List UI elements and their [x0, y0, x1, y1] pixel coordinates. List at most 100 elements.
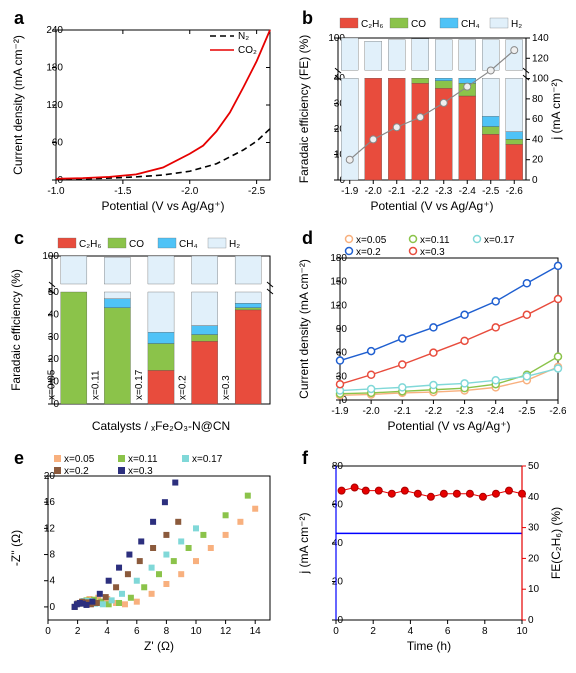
svg-text:60: 60 — [532, 114, 544, 125]
svg-text:60: 60 — [332, 500, 344, 511]
svg-text:40: 40 — [528, 492, 540, 503]
svg-text:30: 30 — [48, 332, 60, 343]
svg-text:CH₄: CH₄ — [179, 239, 198, 250]
svg-text:4: 4 — [104, 626, 110, 637]
svg-text:x=0.3: x=0.3 — [221, 375, 232, 400]
svg-text:CO₂: CO₂ — [238, 45, 257, 56]
svg-text:CO: CO — [129, 239, 144, 250]
svg-text:-2.3: -2.3 — [456, 406, 474, 417]
svg-text:j (mA cm⁻²): j (mA cm⁻²) — [549, 79, 563, 141]
svg-text:4: 4 — [408, 626, 414, 637]
svg-text:-1.9: -1.9 — [331, 406, 349, 417]
svg-text:CH₄: CH₄ — [461, 19, 480, 30]
panel-label-d: d — [302, 228, 313, 249]
svg-text:x=0.2: x=0.2 — [178, 375, 189, 400]
svg-text:30: 30 — [528, 523, 540, 534]
figure: a060120180240-1.0-1.5-2.0-2.5Potential (… — [0, 0, 576, 673]
svg-text:C₂H₆: C₂H₆ — [361, 19, 383, 30]
svg-text:240: 240 — [46, 25, 63, 36]
svg-text:16: 16 — [44, 497, 56, 508]
panel-f: f020406080010203040500246810Time (h)j (m… — [296, 448, 566, 654]
svg-text:100: 100 — [42, 251, 59, 262]
svg-text:CO: CO — [411, 19, 426, 30]
svg-text:-2.2: -2.2 — [412, 186, 430, 197]
svg-text:20: 20 — [528, 553, 540, 564]
svg-text:180: 180 — [330, 253, 347, 264]
svg-text:-2.2: -2.2 — [425, 406, 443, 417]
svg-text:20: 20 — [532, 155, 544, 166]
svg-text:100: 100 — [532, 74, 549, 85]
svg-text:0: 0 — [45, 626, 51, 637]
panel-label-e: e — [14, 448, 24, 469]
svg-text:x=0.11: x=0.11 — [128, 454, 158, 465]
panel-label-b: b — [302, 8, 313, 29]
svg-text:-2.5: -2.5 — [482, 186, 500, 197]
svg-text:0: 0 — [532, 175, 538, 186]
svg-text:8: 8 — [164, 626, 170, 637]
svg-text:Potential (V vs Ag/Ag⁺): Potential (V vs Ag/Ag⁺) — [101, 199, 224, 213]
svg-text:120: 120 — [330, 300, 347, 311]
svg-text:x=0.11: x=0.11 — [90, 370, 101, 400]
svg-text:FE(C₂H₆) (%): FE(C₂H₆) (%) — [549, 507, 563, 579]
svg-text:120: 120 — [532, 53, 549, 64]
svg-text:10: 10 — [528, 584, 540, 595]
svg-text:-2.5: -2.5 — [518, 406, 536, 417]
svg-text:40: 40 — [532, 134, 544, 145]
svg-text:-1.0: -1.0 — [47, 186, 65, 197]
svg-text:0: 0 — [337, 615, 343, 626]
panel-label-f: f — [302, 448, 308, 469]
svg-text:-1.5: -1.5 — [114, 186, 132, 197]
svg-text:x=0.05: x=0.05 — [47, 369, 58, 400]
svg-text:Catalysts / ₓFe₂O₃-N@CN: Catalysts / ₓFe₂O₃-N@CN — [92, 419, 230, 433]
svg-text:12: 12 — [220, 626, 232, 637]
panel-label-c: c — [14, 228, 24, 249]
svg-text:j (mA cm⁻²): j (mA cm⁻²) — [297, 513, 311, 575]
svg-text:x=0.2: x=0.2 — [64, 466, 89, 477]
svg-text:6: 6 — [134, 626, 140, 637]
svg-text:x=0.11: x=0.11 — [420, 235, 450, 246]
svg-text:-2.6: -2.6 — [549, 406, 566, 417]
svg-text:10: 10 — [190, 626, 202, 637]
svg-text:20: 20 — [332, 577, 344, 588]
svg-text:H₂: H₂ — [229, 239, 240, 250]
svg-text:120: 120 — [46, 100, 63, 111]
panel-e: e04812162002468101214Z' (Ω)-Z'' (Ω)x=0.0… — [8, 448, 278, 654]
svg-text:10: 10 — [516, 626, 528, 637]
svg-text:150: 150 — [330, 277, 347, 288]
svg-text:Current density (mA cm⁻²): Current density (mA cm⁻²) — [11, 35, 25, 175]
svg-text:x=0.17: x=0.17 — [134, 369, 145, 400]
panel-d: d0306090120150180-1.9-2.0-2.1-2.2-2.3-2.… — [296, 228, 566, 434]
svg-text:0: 0 — [333, 626, 339, 637]
svg-text:50: 50 — [528, 461, 540, 472]
svg-text:x=0.05: x=0.05 — [356, 235, 387, 246]
svg-text:90: 90 — [336, 324, 348, 335]
svg-text:-2.6: -2.6 — [506, 186, 524, 197]
svg-text:0: 0 — [57, 175, 63, 186]
svg-text:Z' (Ω): Z' (Ω) — [144, 639, 174, 653]
svg-text:40: 40 — [332, 538, 344, 549]
svg-text:Faradaic efficiency (%): Faradaic efficiency (%) — [9, 269, 23, 391]
svg-text:-2.0: -2.0 — [365, 186, 383, 197]
svg-text:80: 80 — [532, 94, 544, 105]
svg-text:20: 20 — [48, 354, 60, 365]
svg-text:-2.0: -2.0 — [181, 186, 199, 197]
svg-text:-2.4: -2.4 — [487, 406, 505, 417]
svg-text:60: 60 — [52, 138, 64, 149]
svg-text:x=0.3: x=0.3 — [420, 247, 445, 258]
svg-text:N₂: N₂ — [238, 31, 249, 42]
svg-text:0: 0 — [49, 602, 55, 613]
svg-text:x=0.2: x=0.2 — [356, 247, 381, 258]
svg-text:-Z'' (Ω): -Z'' (Ω) — [9, 530, 23, 566]
svg-text:4: 4 — [49, 576, 55, 587]
svg-text:-2.1: -2.1 — [394, 406, 412, 417]
svg-text:-2.3: -2.3 — [435, 186, 453, 197]
svg-text:x=0.3: x=0.3 — [128, 466, 153, 477]
svg-text:8: 8 — [482, 626, 488, 637]
svg-text:-1.9: -1.9 — [341, 186, 359, 197]
svg-text:2: 2 — [370, 626, 376, 637]
panel-label-a: a — [14, 8, 24, 29]
panel-b: b010203040100020406080100120140-1.9-2.0-… — [296, 8, 566, 214]
svg-text:14: 14 — [250, 626, 262, 637]
svg-text:140: 140 — [532, 33, 549, 44]
svg-text:8: 8 — [49, 550, 55, 561]
